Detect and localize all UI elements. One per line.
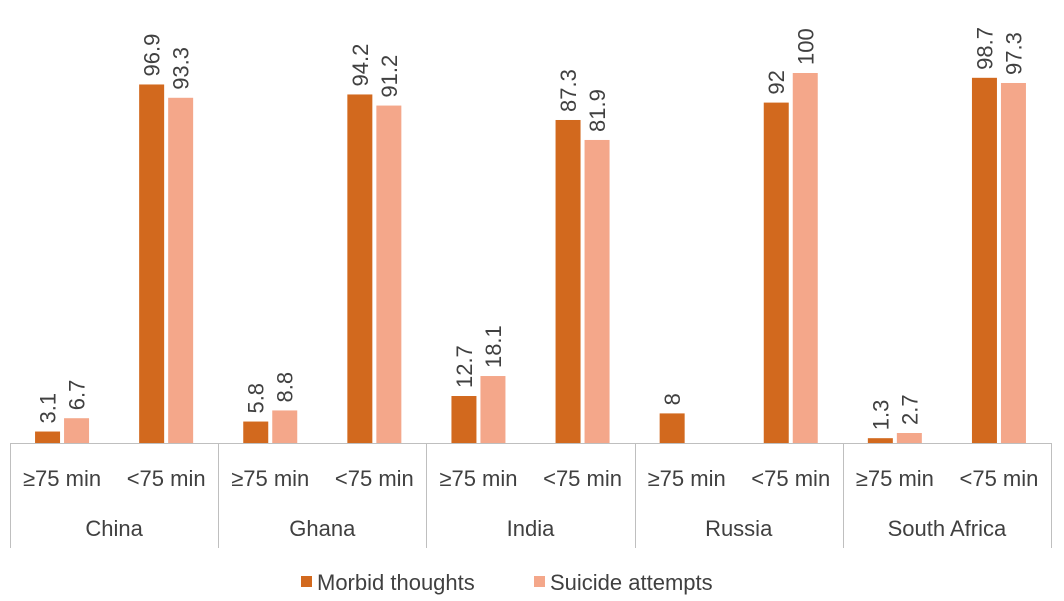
bar-south-africa-ge75-suicide-attempts [896,433,922,443]
x-axis: ≥75 min <75 min China ≥75 min <75 min Ghana ≥7… [10,443,1052,548]
bar-south-africa-lt75-suicide-attempts [1000,82,1026,444]
subcategory-tick-label: ≥75 min [231,466,309,491]
subcategory-tick-label: <75 min [127,466,206,491]
bar-india-ge75-suicide-attempts [480,376,506,443]
legend-label: Suicide attempts [550,570,713,595]
data-labels-layer: 3.1 6.7 96.9 93.3 5.8 8.8 94.2 91.2 12.7 18.1 87.3… [36,27,1027,430]
legend-label: Morbid thoughts [317,570,475,595]
bar-ghana-ge75-suicide-attempts [272,410,298,443]
data-label: 12.7 [452,345,477,388]
bar-south-africa-ge75-morbid-thoughts [867,438,893,443]
bar-india-lt75-morbid-thoughts [555,119,581,444]
subcategory-tick-label: ≥75 min [648,466,726,491]
bar-russia-lt75-suicide-attempts [792,73,818,443]
data-label: 93.3 [169,47,194,90]
legend: Morbid thoughts Suicide attempts [301,570,713,595]
data-label: 100 [793,28,818,65]
group-tick-label: Ghana [289,516,356,541]
bars-layer [35,73,1026,444]
data-label: 18.1 [481,325,506,368]
subcategory-tick-label: <75 min [335,466,414,491]
bar-russia-lt75-morbid-thoughts [763,102,789,443]
data-label: 5.8 [244,383,269,414]
data-label: 81.9 [585,89,610,132]
group-tick-label: India [507,516,555,541]
data-label: 92 [764,70,789,94]
data-label: 87.3 [556,69,581,112]
bar-china-lt75-suicide-attempts [168,97,194,443]
data-label: 97.3 [1001,32,1026,75]
legend-swatch [301,576,312,587]
group-tick-label: China [85,516,143,541]
data-label: 3.1 [36,393,61,424]
subcategory-tick-label: <75 min [960,466,1039,491]
subcategory-tick-label: <75 min [751,466,830,491]
bar-ghana-lt75-morbid-thoughts [347,94,373,444]
bar-china-ge75-morbid-thoughts [35,431,61,443]
bar-ghana-ge75-morbid-thoughts [243,421,269,443]
subcategory-tick-label: ≥75 min [439,466,517,491]
bar-ghana-lt75-suicide-attempts [376,105,402,443]
data-label: 6.7 [65,380,90,411]
group-tick-label: Russia [705,516,773,541]
subcategory-tick-label: ≥75 min [856,466,934,491]
data-label: 2.7 [897,394,922,425]
data-label: 8.8 [273,372,298,403]
bar-russia-ge75-morbid-thoughts [659,413,685,443]
data-label: 94.2 [348,44,373,87]
legend-swatch [534,576,545,587]
bar-south-africa-lt75-morbid-thoughts [971,77,997,443]
group-tick-label: South Africa [888,516,1007,541]
subcategory-tick-label: <75 min [543,466,622,491]
data-label: 91.2 [377,55,402,98]
data-label: 96.9 [140,34,165,77]
data-label: 98.7 [972,27,997,70]
bar-china-lt75-morbid-thoughts [139,84,165,443]
bar-india-lt75-suicide-attempts [584,139,610,443]
data-label: 1.3 [868,400,893,431]
bar-china-ge75-suicide-attempts [64,418,90,443]
bar-india-ge75-morbid-thoughts [451,396,477,443]
data-label: 8 [660,393,685,405]
subcategory-tick-label: ≥75 min [23,466,101,491]
